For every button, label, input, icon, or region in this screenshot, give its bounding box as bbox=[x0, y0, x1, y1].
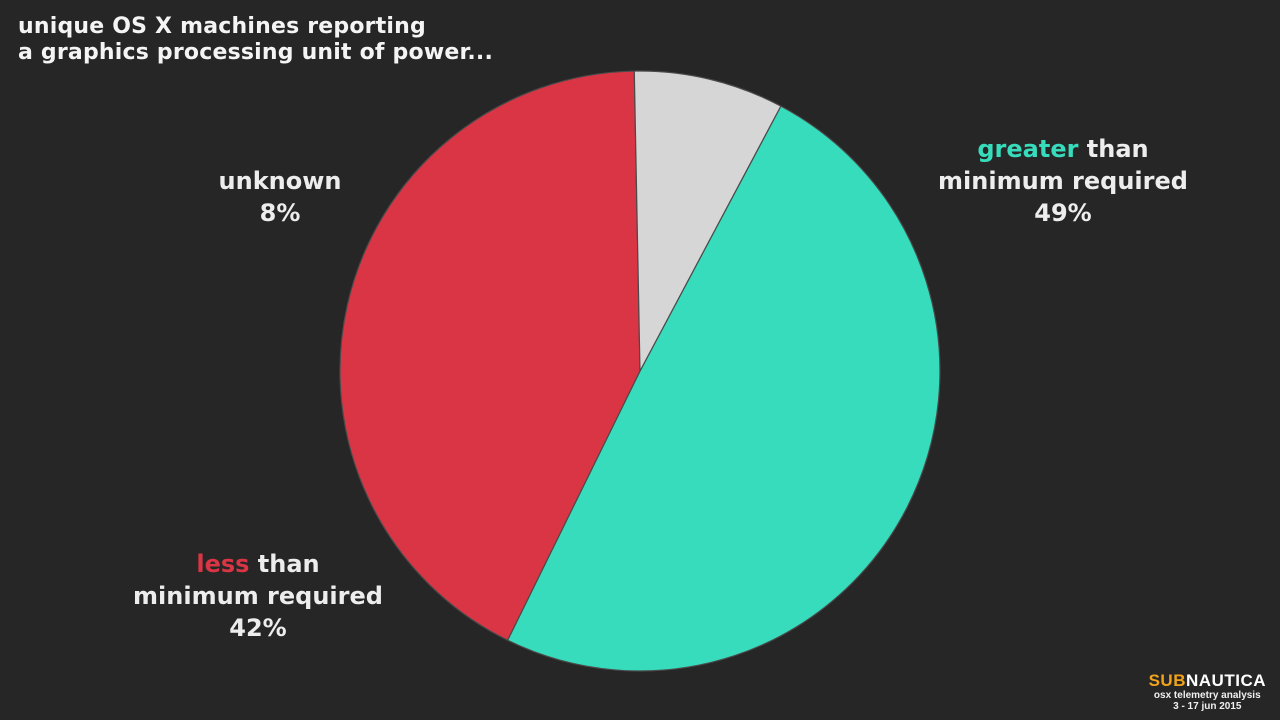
pie-slice-unknown bbox=[633, 70, 782, 374]
logo-caption-line-2: 3 - 17 jun 2015 bbox=[1173, 701, 1242, 712]
slice-label-less-line2: minimum required bbox=[133, 582, 383, 610]
pie-slice-greater bbox=[506, 105, 941, 672]
slice-label-unknown-percent: 8% bbox=[259, 199, 301, 227]
slice-label-greater: greater than minimum required 49% bbox=[930, 133, 1196, 229]
logo-wordmark: SUBNAUTICA bbox=[1149, 672, 1266, 690]
slice-label-greater-emph: greater bbox=[977, 135, 1079, 163]
slice-label-unknown-line1: unknown bbox=[218, 167, 342, 195]
logo-word-sub: SUB bbox=[1148, 671, 1186, 690]
slice-label-less-rest: than bbox=[249, 550, 320, 578]
slice-label-greater-rest: than bbox=[1078, 135, 1149, 163]
slice-label-greater-line2: minimum required bbox=[938, 167, 1188, 195]
logo-word-nautica: NAUTICA bbox=[1186, 671, 1266, 690]
subnautica-logo: SUBNAUTICA osx telemetry analysis 3 - 17… bbox=[1149, 672, 1266, 713]
slice-label-less-percent: 42% bbox=[229, 614, 287, 642]
pie-slice-less bbox=[339, 70, 641, 642]
slice-label-less-emph: less bbox=[196, 550, 250, 578]
logo-caption-line-1: osx telemetry analysis bbox=[1153, 690, 1261, 701]
chart-title-line-2: a graphics processing unit of power... bbox=[18, 40, 494, 65]
chart-title: unique OS X machines reporting a graphic… bbox=[18, 14, 493, 66]
slice-label-less: less than minimum required 42% bbox=[120, 548, 396, 644]
slice-label-unknown: unknown 8% bbox=[190, 165, 370, 229]
slice-label-greater-percent: 49% bbox=[1034, 199, 1092, 227]
chart-title-line-1: unique OS X machines reporting bbox=[18, 14, 426, 39]
